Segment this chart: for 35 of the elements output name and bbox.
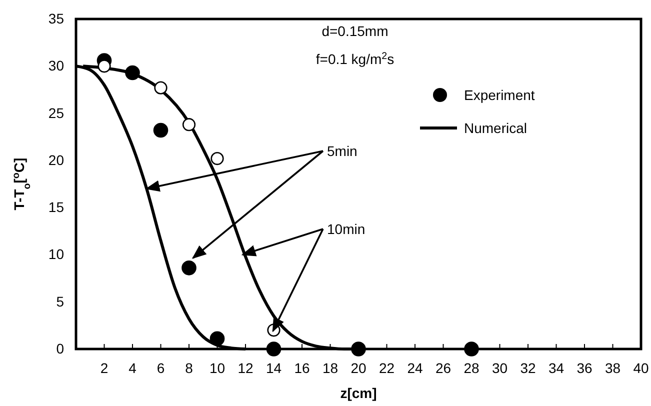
annotation: f=0.1 kg/m$^{2}$s — [316, 50, 394, 67]
x-tick-label: 28 — [464, 360, 480, 376]
y-tick-label: 30 — [48, 58, 64, 74]
x-tick-label: 2 — [100, 360, 108, 376]
x-axis-title: z[cm] — [340, 385, 377, 401]
y-tick-label: 20 — [48, 152, 64, 168]
y-tick-label: 25 — [48, 104, 64, 121]
x-tick-label: 36 — [576, 360, 592, 376]
y-tick-label: 5 — [56, 293, 64, 310]
y-tick-label: 0 — [56, 340, 64, 356]
x-tick-label: 24 — [407, 360, 423, 376]
x-tick-label: 6 — [156, 360, 165, 376]
x-tick-label: 20 — [350, 360, 366, 376]
y-tick-label: 10 — [48, 246, 64, 262]
annotation: d=0.15mm — [322, 23, 388, 39]
x-tick-label: 14 — [266, 360, 282, 376]
x-tick-label: 30 — [492, 360, 508, 376]
x-tick-label: 16 — [294, 360, 310, 376]
x-tick-label: 34 — [548, 360, 564, 376]
x-tick-label: 12 — [238, 360, 254, 376]
x-tick-label: 22 — [378, 360, 395, 376]
legend-label: Numerical — [464, 120, 528, 136]
x-tick-label: 40 — [633, 360, 649, 376]
x-tick-label: 32 — [520, 360, 536, 376]
x-tick-label: 26 — [435, 360, 452, 376]
x-tick-label: 8 — [185, 360, 194, 376]
annotation: 5min — [327, 143, 358, 159]
y-tick-label: 35 — [48, 10, 64, 26]
x-tick-label: 4 — [128, 360, 137, 376]
annotation: 10min — [327, 221, 366, 237]
x-tick-label: 38 — [604, 360, 621, 376]
x-tick-label: 18 — [322, 360, 338, 376]
legend-label: Experiment — [464, 87, 535, 103]
x-tick-label: 10 — [209, 360, 226, 376]
y-tick-label: 15 — [48, 199, 64, 216]
